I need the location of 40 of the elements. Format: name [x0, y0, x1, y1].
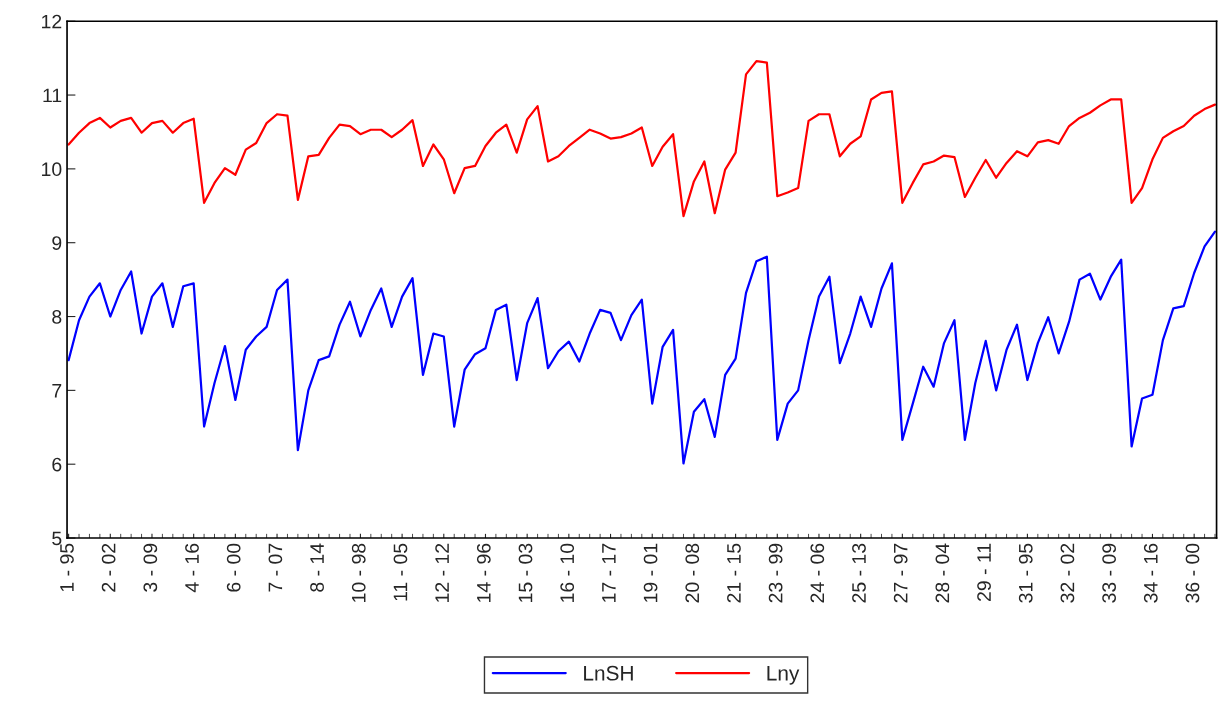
x-tick-label: 24 - 06 [810, 543, 825, 603]
x-tick-label: 33 - 09 [1102, 543, 1116, 603]
x-tick-label: 25 - 13 [852, 543, 866, 603]
y-tick-label: 6 [52, 457, 62, 472]
line-series [67, 59, 1217, 218]
x-tick-label: 17 - 17 [602, 543, 616, 602]
x-tick-label: 4 - 16 [185, 543, 199, 593]
x-tick-label: 19 - 01 [643, 543, 658, 602]
x-tick-label: 34 - 16 [1143, 543, 1158, 603]
x-tick-label: 14 - 96 [476, 543, 491, 602]
x-tick-label: 21 - 15 [727, 543, 741, 603]
x-tick-label: 28 - 04 [935, 543, 950, 603]
x-tick-label: 6 - 00 [226, 543, 241, 592]
x-tick-label: 20 - 08 [685, 543, 700, 603]
x-tick-label: 1 - 95 [60, 543, 74, 592]
y-tick-label: 7 [52, 384, 62, 398]
y-tick-label: 9 [52, 236, 62, 250]
legend-label: Lny [767, 666, 800, 685]
x-tick-label: 32 - 02 [1060, 543, 1075, 603]
y-tick-label: 5 [52, 531, 62, 546]
y-tick-label: 10 [42, 162, 62, 177]
x-tick-label: 16 - 10 [560, 543, 575, 602]
x-tick-label: 11 - 05 [393, 543, 408, 601]
x-tick-label: 10 - 98 [351, 543, 366, 602]
x-tick-label: 36 - 00 [1185, 543, 1200, 603]
legend-label: LnSH [584, 665, 633, 681]
y-tick-label: 11 [43, 88, 62, 103]
x-tick-label: 23 - 99 [768, 543, 783, 603]
x-tick-label: 29 - 11 [977, 543, 991, 602]
x-tick-label: 27 - 97 [893, 543, 908, 603]
x-tick-label: 2 - 02 [101, 543, 116, 592]
line-series [67, 230, 1217, 465]
x-tick-label: 7 - 07 [268, 543, 283, 592]
y-tick-label: 12 [42, 14, 62, 29]
x-tick-label: 15 - 03 [518, 543, 533, 602]
y-tick-label: 8 [52, 310, 62, 324]
x-tick-label: 31 - 95 [1018, 543, 1033, 603]
x-tick-label: 12 - 12 [435, 543, 449, 602]
x-tick-label: 8 - 14 [310, 543, 324, 592]
x-tick-label: 3 - 09 [143, 543, 158, 592]
